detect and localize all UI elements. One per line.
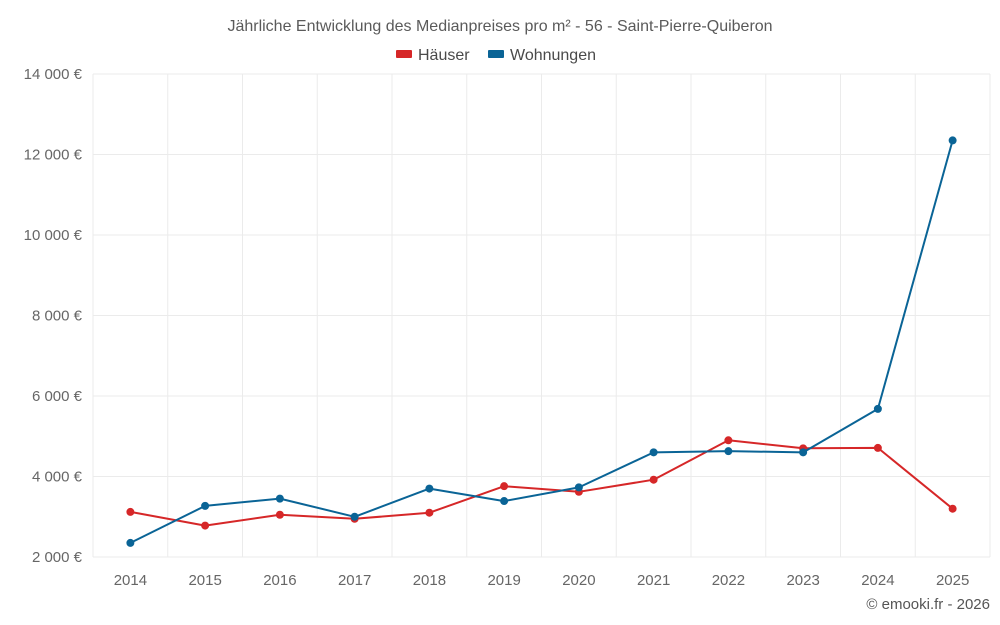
data-point-h-user [425, 508, 434, 517]
credit-text: © emooki.fr - 2026 [866, 596, 990, 613]
x-tick-label: 2016 [263, 572, 296, 589]
data-point-wohnungen [126, 538, 135, 547]
data-point-h-user [500, 482, 509, 491]
y-tick-label: 2 000 € [32, 549, 83, 566]
series-wohnungen [126, 136, 957, 547]
y-tick-label: 8 000 € [32, 308, 83, 325]
data-point-wohnungen [649, 448, 658, 457]
x-tick-label: 2018 [413, 572, 446, 589]
chart-title: Jährliche Entwicklung des Medianpreises … [227, 18, 772, 35]
data-point-wohnungen [948, 136, 957, 145]
legend-swatch [396, 50, 412, 58]
x-tick-label: 2017 [338, 572, 371, 589]
data-point-h-user [724, 436, 733, 445]
series-group [126, 136, 957, 547]
y-axis: 2 000 € 4 000 € 6 000 € 8 000 € 10 000 € 12 0… [24, 66, 83, 566]
legend-item[interactable]: Wohnungen [488, 47, 596, 64]
data-point-h-user [126, 507, 135, 516]
grid [92, 73, 991, 558]
series-h-user [126, 436, 957, 530]
series-line-h-user [130, 439, 954, 527]
data-point-wohnungen [201, 501, 210, 510]
data-point-wohnungen [275, 494, 284, 503]
y-tick-label: 12 000 € [24, 147, 83, 164]
x-tick-label: 2024 [861, 572, 894, 589]
y-tick-label: 14 000 € [24, 66, 83, 83]
data-point-h-user [873, 443, 882, 452]
x-tick-label: 2021 [637, 572, 670, 589]
series-line-wohnungen [129, 140, 954, 544]
legend-label: Wohnungen [510, 47, 596, 64]
data-point-wohnungen [724, 447, 733, 456]
y-tick-label: 6 000 € [32, 388, 83, 405]
data-point-wohnungen [425, 484, 434, 493]
legend: Häuser Wohnungen [396, 47, 596, 64]
data-point-wohnungen [873, 404, 882, 413]
data-point-wohnungen [799, 448, 808, 457]
legend-item[interactable]: Häuser [396, 47, 470, 64]
data-point-h-user [649, 475, 658, 484]
x-tick-label: 2022 [712, 572, 745, 589]
data-point-wohnungen [500, 497, 509, 506]
y-tick-label: 10 000 € [24, 227, 83, 244]
data-point-wohnungen [350, 512, 359, 521]
data-point-h-user [275, 510, 284, 519]
x-tick-label: 2023 [786, 572, 819, 589]
data-point-h-user [201, 521, 210, 530]
x-tick-label: 2020 [562, 572, 595, 589]
x-tick-label: 2014 [114, 572, 147, 589]
data-point-h-user [948, 504, 957, 513]
x-tick-label: 2025 [936, 572, 969, 589]
legend-swatch [488, 50, 504, 58]
legend-label: Häuser [418, 47, 470, 64]
x-axis: 2014 2015 2016 2017 2018 2019 2020 2021 2022 2023… [114, 572, 970, 589]
x-tick-label: 2015 [188, 572, 221, 589]
x-tick-label: 2019 [487, 572, 520, 589]
data-point-wohnungen [574, 483, 583, 492]
y-tick-label: 4 000 € [32, 469, 83, 486]
